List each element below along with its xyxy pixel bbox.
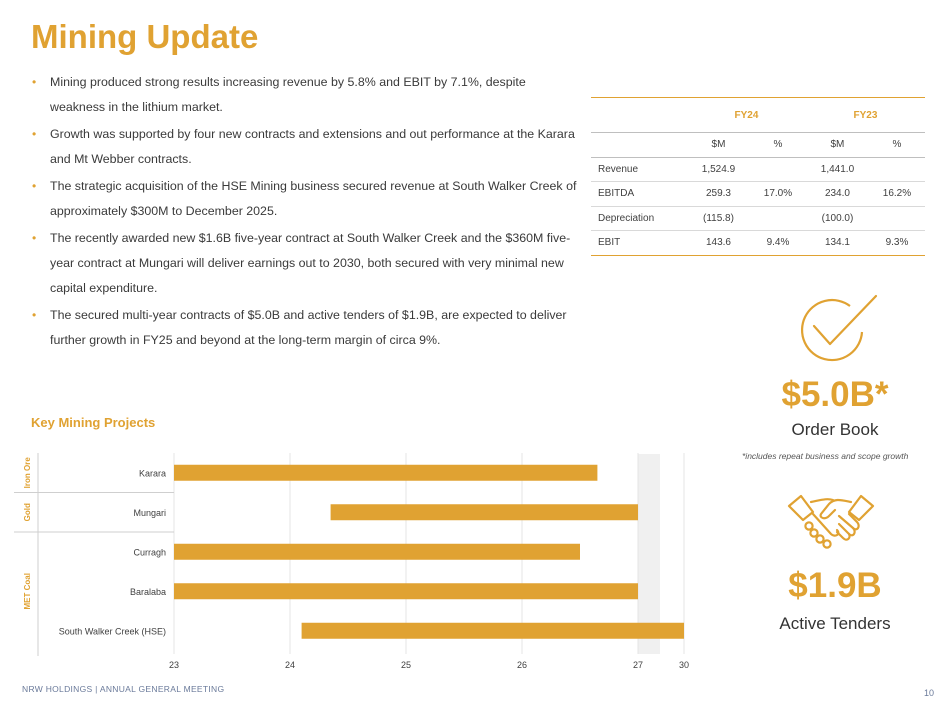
order-book-value: $5.0B* — [781, 375, 889, 414]
table-header-periods: FY24 FY23 — [591, 97, 925, 133]
table-cell: 17.0% — [749, 181, 806, 207]
bullet-marker: • — [32, 75, 37, 89]
project-label: Baralaba — [130, 587, 166, 597]
project-bar — [174, 583, 638, 600]
order-book-label: Order Book — [791, 420, 879, 439]
unit-header: % — [868, 132, 925, 158]
table-cell: 16.2% — [868, 181, 925, 207]
unit-header: $M — [805, 132, 869, 158]
table-row: EBIT 143.6 9.4% 134.1 9.3% — [591, 230, 925, 256]
project-label: South Walker Creek (HSE) — [59, 626, 166, 636]
order-book-note: *includes repeat business and scope grow… — [742, 451, 909, 461]
unit-header: $M — [686, 132, 750, 158]
financial-table: FY24 FY23 $M % $M % Revenue 1,524.9 1,44… — [591, 97, 925, 256]
bullet-marker: • — [32, 127, 37, 141]
table-row: Depreciation (115.8) (100.0) — [591, 206, 925, 231]
project-label: Karara — [139, 468, 166, 478]
footer-text: NRW HOLDINGS | ANNUAL GENERAL MEETING — [22, 684, 225, 694]
period-fy24: FY24 — [686, 97, 806, 133]
table-cell: 1,441.0 — [805, 157, 869, 182]
table-cell: 9.4% — [749, 230, 806, 256]
key-mining-projects-chart: Iron Ore Gold MET Coal Karara Mungari Curragh… — [14, 453, 689, 670]
chart-title: Key Mining Projects — [31, 415, 156, 430]
project-bar — [174, 543, 580, 560]
x-tick-label: 27 — [633, 660, 643, 670]
x-tick-label: 25 — [401, 660, 411, 670]
bullet-list: • Mining produced strong results increasi… — [32, 70, 580, 355]
table-cell: (100.0) — [805, 206, 869, 231]
unit-header: % — [749, 132, 806, 158]
page-title: Mining Update — [31, 18, 259, 55]
project-bar — [174, 464, 598, 481]
bullet-marker: • — [32, 231, 37, 245]
row-label: EBITDA — [591, 181, 687, 207]
bullet-marker: • — [32, 179, 37, 193]
table-cell: 134.1 — [805, 230, 869, 256]
table-cell — [749, 206, 806, 231]
row-label: EBIT — [591, 230, 687, 256]
page-number: 10 — [923, 688, 934, 698]
bullet-item: • Growth was supported by four new contra… — [32, 122, 580, 172]
table-cell: 234.0 — [805, 181, 869, 207]
group-label: Gold — [23, 503, 32, 521]
table-row: EBITDA 259.3 17.0% 234.0 16.2% — [591, 181, 925, 207]
bullet-item: • The strategic acquisition of the HSE Mi… — [32, 174, 580, 224]
table-cell: 259.3 — [686, 181, 750, 207]
x-tick-label: 26 — [517, 660, 527, 670]
row-label: Revenue — [591, 157, 687, 182]
group-label: MET Coal — [23, 573, 32, 609]
table-header-units: $M % $M % — [591, 132, 925, 158]
x-tick-label: 24 — [285, 660, 295, 670]
tenders-label: Active Tenders — [779, 614, 891, 633]
tenders-value: $1.9B — [788, 566, 882, 605]
checkmark-circle-icon — [801, 294, 878, 362]
project-label: Curragh — [133, 547, 166, 557]
group-label: Iron Ore — [23, 457, 32, 489]
project-bar — [330, 504, 638, 521]
handshake-icon — [787, 494, 875, 549]
period-fy23: FY23 — [805, 97, 925, 133]
table-cell — [749, 157, 806, 182]
x-tick-label: 23 — [169, 660, 179, 670]
table-cell: (115.8) — [686, 206, 750, 231]
project-label: Mungari — [133, 508, 166, 518]
row-label: Depreciation — [591, 206, 687, 231]
project-bar — [301, 622, 684, 639]
table-cell: 9.3% — [868, 230, 925, 256]
table-row: Revenue 1,524.9 1,441.0 — [591, 157, 925, 182]
table-cell — [868, 157, 925, 182]
bullet-item: • Mining produced strong results increasi… — [32, 70, 580, 120]
bullet-item: • The recently awarded new $1.6B five-yea… — [32, 226, 580, 301]
x-tick-label: 30 — [679, 660, 689, 670]
table-cell: 1,524.9 — [686, 157, 750, 182]
table-cell: 143.6 — [686, 230, 750, 256]
bullet-marker: • — [32, 308, 37, 322]
bullet-item: • The secured multi-year contracts of $5.… — [32, 303, 580, 353]
axis-break-band — [638, 454, 660, 654]
table-cell — [868, 206, 925, 231]
